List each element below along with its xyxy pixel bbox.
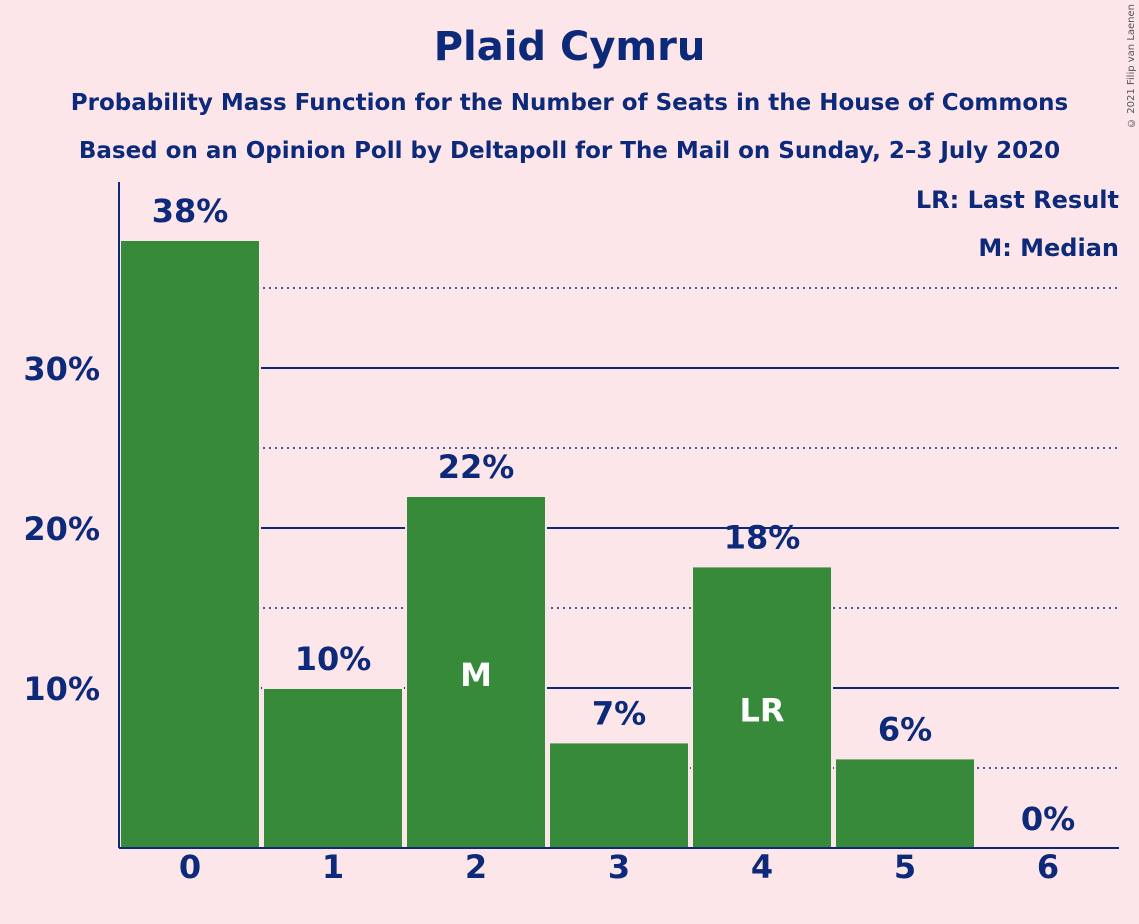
bar-value-label: 7% bbox=[592, 694, 646, 732]
chart-subtitle-1: Probability Mass Function for the Number… bbox=[70, 90, 1069, 116]
bar-value-label: 22% bbox=[438, 448, 515, 486]
chart-title: Plaid Cymru bbox=[433, 24, 706, 70]
bar-marker-label: LR bbox=[739, 691, 784, 729]
bar-value-label: 6% bbox=[878, 710, 932, 748]
y-tick-label: 10% bbox=[23, 670, 100, 708]
x-tick-label: 5 bbox=[894, 848, 916, 886]
bar-value-label: 38% bbox=[152, 192, 229, 230]
bar bbox=[119, 239, 261, 849]
x-tick-label: 6 bbox=[1037, 848, 1059, 886]
bar-value-label: 10% bbox=[295, 640, 372, 678]
y-tick-label: 20% bbox=[23, 510, 100, 548]
x-tick-label: 1 bbox=[322, 848, 344, 886]
bar bbox=[691, 565, 833, 850]
bar bbox=[834, 757, 976, 850]
bar-marker-label: M bbox=[460, 656, 492, 694]
x-tick-label: 4 bbox=[751, 848, 773, 886]
chart-subtitle-2: Based on an Opinion Poll by Deltapoll fo… bbox=[78, 138, 1061, 164]
x-tick-label: 2 bbox=[465, 848, 487, 886]
legend-median: M: Median bbox=[978, 234, 1119, 262]
x-tick-label: 0 bbox=[179, 848, 201, 886]
bar-value-label: 18% bbox=[724, 518, 801, 556]
bar bbox=[548, 741, 690, 850]
legend-last-result: LR: Last Result bbox=[915, 186, 1119, 214]
bar bbox=[405, 495, 547, 849]
bar-value-label: 0% bbox=[1021, 800, 1075, 838]
x-tick-label: 3 bbox=[608, 848, 630, 886]
bar bbox=[262, 687, 404, 849]
y-tick-label: 30% bbox=[23, 350, 100, 388]
